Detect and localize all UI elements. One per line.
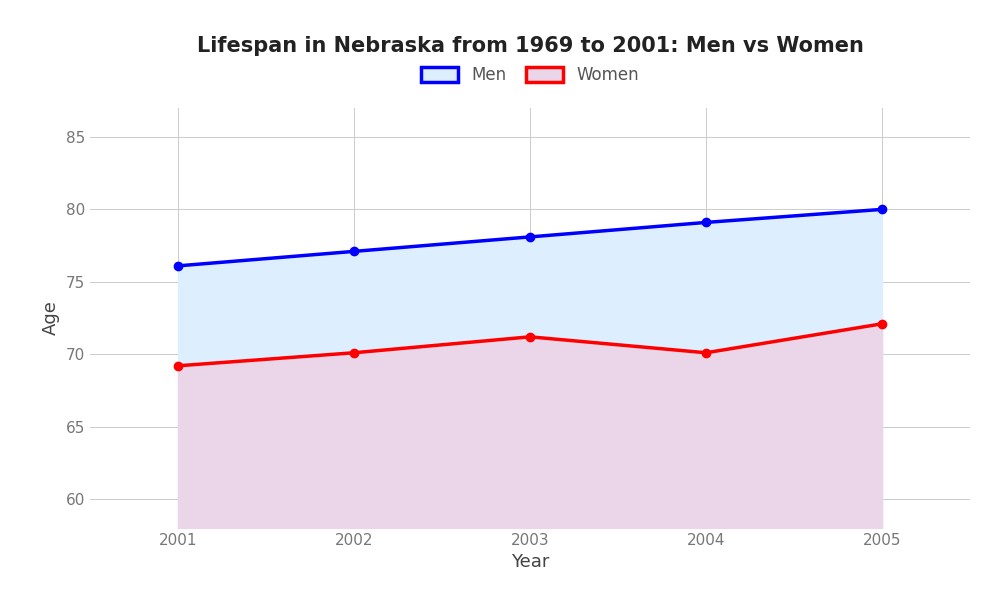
- X-axis label: Year: Year: [511, 553, 549, 571]
- Title: Lifespan in Nebraska from 1969 to 2001: Men vs Women: Lifespan in Nebraska from 1969 to 2001: …: [197, 37, 863, 56]
- Legend: Men, Women: Men, Women: [421, 66, 639, 84]
- Y-axis label: Age: Age: [42, 301, 60, 335]
